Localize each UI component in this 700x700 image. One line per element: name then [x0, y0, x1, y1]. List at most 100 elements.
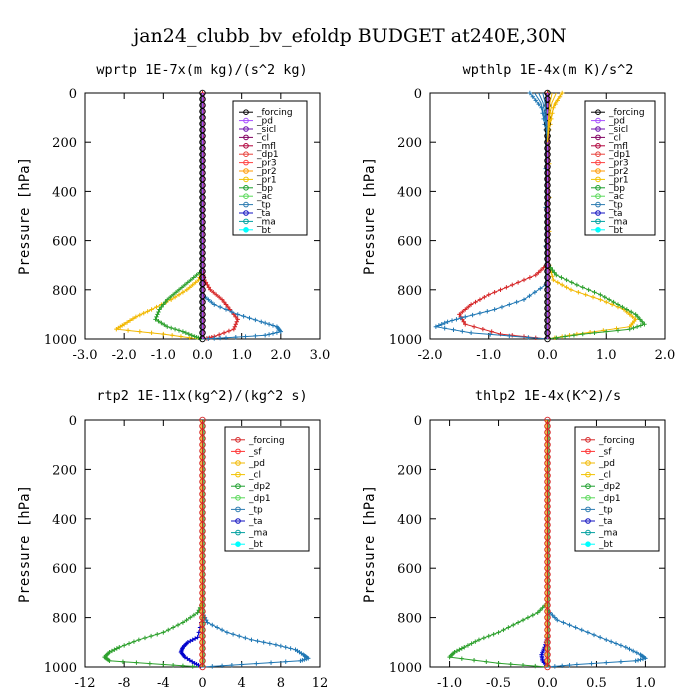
- zero-term-marker: [544, 632, 551, 640]
- legend-swatch-marker: [585, 483, 591, 490]
- y-axis-label: Pressure [hPa]: [17, 485, 33, 603]
- series-marker: [541, 265, 546, 270]
- zero-term-marker: [199, 298, 206, 306]
- legend-entry: _pd: [598, 459, 615, 469]
- series-marker: [266, 322, 272, 327]
- legend-entry: _pr2: [256, 167, 277, 177]
- series-marker: [511, 622, 516, 628]
- series-marker: [114, 646, 120, 651]
- zero-term-marker: [199, 602, 206, 609]
- series-marker: [169, 333, 175, 338]
- series-marker: [133, 314, 139, 320]
- series-marker: [637, 317, 643, 322]
- series-marker: [249, 637, 254, 643]
- series-marker: [206, 285, 212, 290]
- series-marker: [471, 324, 477, 329]
- series-marker: [203, 617, 209, 623]
- series-marker: [527, 293, 532, 299]
- series-marker: [145, 309, 150, 314]
- series-marker: [180, 663, 186, 668]
- zero-term-marker: [199, 175, 206, 183]
- zero-term-marker: [544, 651, 551, 658]
- x-tick-label: 0.0: [537, 348, 558, 363]
- legend-entry: _bt: [256, 226, 271, 236]
- series-marker: [235, 317, 240, 322]
- zero-term-marker: [544, 169, 551, 177]
- series-marker: [225, 304, 231, 310]
- series-marker: [486, 633, 491, 639]
- zero-term-marker: [544, 286, 551, 294]
- series-marker: [196, 277, 201, 283]
- series-marker: [564, 277, 569, 283]
- series-marker: [180, 290, 186, 295]
- zero-term-marker: [544, 255, 551, 263]
- series-marker: [212, 336, 217, 341]
- zero-term-marker: [199, 188, 206, 195]
- series-marker: [149, 330, 154, 336]
- series-marker: [109, 648, 115, 654]
- series-marker: [460, 329, 465, 334]
- legend-swatch-marker: [585, 437, 591, 443]
- zero-term-marker: [544, 120, 551, 127]
- series-marker: [196, 630, 202, 635]
- legend-entry: _ta: [248, 517, 263, 527]
- zero-term-marker: [544, 89, 551, 97]
- series-marker: [195, 610, 200, 615]
- series-marker: [627, 326, 632, 332]
- series-marker: [574, 282, 580, 288]
- series-marker: [489, 329, 494, 334]
- zero-term-marker: [544, 292, 551, 300]
- legend-entry: _ma: [608, 217, 628, 227]
- series-marker: [477, 310, 483, 316]
- legend-swatch-marker: [585, 529, 591, 536]
- legend-swatch-marker: [595, 159, 601, 166]
- zero-term-marker: [199, 608, 206, 615]
- series-marker: [611, 299, 616, 305]
- zero-term-marker: [199, 626, 206, 634]
- series-marker: [564, 285, 569, 290]
- series-marker: [433, 324, 439, 329]
- series-marker: [574, 662, 580, 667]
- legend-swatch-marker: [243, 151, 249, 157]
- zero-term-marker: [199, 311, 206, 318]
- series-marker: [157, 307, 162, 312]
- zero-term-marker: [544, 490, 551, 498]
- legend-entry: _ma: [248, 529, 268, 539]
- series-marker: [117, 645, 122, 650]
- legend-entry: _tp: [598, 505, 613, 515]
- series-marker: [210, 622, 215, 628]
- series-marker: [468, 302, 474, 307]
- y-tick-label: 800: [397, 612, 422, 627]
- zero-term-marker: [544, 200, 551, 207]
- series-marker: [141, 310, 146, 316]
- series-marker: [574, 331, 580, 337]
- y-tick-label: 400: [52, 185, 77, 200]
- zero-term-marker: [544, 639, 551, 646]
- legend-entry: _ac: [256, 192, 272, 202]
- x-tick-label: -12: [75, 676, 96, 691]
- series-marker: [488, 332, 493, 337]
- zero-term-marker: [544, 218, 551, 226]
- series-marker: [262, 320, 268, 326]
- series-marker: [247, 315, 252, 321]
- zero-term-marker: [199, 614, 206, 621]
- legend-swatch-marker: [235, 460, 241, 466]
- series-marker: [533, 663, 538, 669]
- legend-entry: _forcing: [256, 108, 293, 118]
- series-marker: [270, 331, 276, 336]
- series-marker: [527, 90, 533, 96]
- series-marker: [288, 646, 293, 651]
- series-marker: [214, 625, 220, 630]
- panel-rtp2: rtp2 1E-11x(kg^2)/(kg^2 s) Pressure [hPa…: [17, 388, 328, 691]
- series-marker: [107, 658, 112, 664]
- series-marker: [167, 294, 173, 300]
- series-marker: [554, 335, 559, 340]
- series-marker: [609, 302, 615, 307]
- series-marker: [172, 294, 178, 300]
- series-marker: [473, 299, 478, 305]
- series-marker: [477, 297, 483, 302]
- series-marker: [156, 309, 161, 315]
- series-marker: [449, 318, 455, 323]
- series-marker: [237, 633, 242, 639]
- zero-term-marker: [544, 509, 551, 516]
